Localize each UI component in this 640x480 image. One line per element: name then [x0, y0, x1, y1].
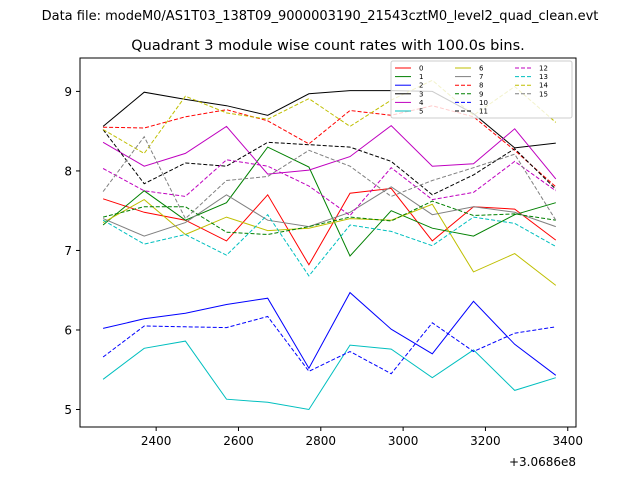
legend-label-10: 10 — [479, 99, 488, 107]
x-tick-label: 3400 — [552, 434, 583, 448]
y-tick-label: 7 — [64, 244, 72, 258]
legend-label-3: 3 — [419, 90, 423, 98]
series-line-0 — [102, 187, 557, 266]
x-tick-label: 3000 — [388, 434, 419, 448]
series-line-3 — [102, 90, 556, 149]
legend-label-1: 1 — [419, 73, 423, 81]
legend-label-2: 2 — [419, 82, 423, 90]
plot-area: 2400 2600 2800 3000 3200 34005678901234567891… — [64, 57, 583, 448]
x-tick-label: 2800 — [306, 434, 337, 448]
series-line-2 — [102, 291, 557, 376]
series-line-13 — [102, 213, 557, 277]
data-file-label: Data file: modeM0/AS1T03_138T09_90000031… — [42, 9, 599, 24]
legend-label-12: 12 — [539, 65, 548, 73]
legend-label-7: 7 — [479, 73, 483, 81]
series-line-6 — [102, 198, 557, 286]
series-line-7 — [102, 186, 556, 237]
x-tick-label: 3200 — [470, 434, 501, 448]
series-line-4 — [102, 124, 557, 180]
series-line-9 — [102, 200, 556, 236]
x-tick-label: 2600 — [223, 434, 254, 448]
y-tick-label: 6 — [64, 323, 72, 337]
series-line-5 — [102, 340, 556, 411]
series-line-1 — [102, 146, 556, 257]
series-line-11 — [102, 129, 557, 196]
y-tick-label: 5 — [64, 403, 72, 417]
legend-label-4: 4 — [419, 99, 424, 107]
legend-label-9: 9 — [479, 90, 483, 98]
legend-label-13: 13 — [539, 73, 548, 81]
legend-label-0: 0 — [419, 65, 423, 73]
x-offset-label: +3.0686e8 — [509, 455, 576, 469]
x-tick-label: 2400 — [141, 434, 172, 448]
legend-label-5: 5 — [419, 108, 423, 116]
legend-label-6: 6 — [479, 65, 484, 73]
legend-label-8: 8 — [479, 82, 483, 90]
series-line-12 — [102, 159, 557, 217]
y-tick-label: 9 — [64, 85, 72, 99]
chart-title: Quadrant 3 module wise count rates with … — [131, 38, 525, 54]
legend-label-15: 15 — [539, 90, 548, 98]
plot-frame — [79, 57, 577, 428]
legend-box — [390, 60, 573, 119]
series-lines — [102, 79, 557, 411]
series-line-8 — [103, 105, 557, 188]
series-line-15 — [102, 135, 557, 221]
legend-label-14: 14 — [539, 82, 548, 90]
legend-label-11: 11 — [479, 108, 488, 116]
y-tick-label: 8 — [64, 164, 72, 178]
series-line-10 — [102, 315, 556, 375]
